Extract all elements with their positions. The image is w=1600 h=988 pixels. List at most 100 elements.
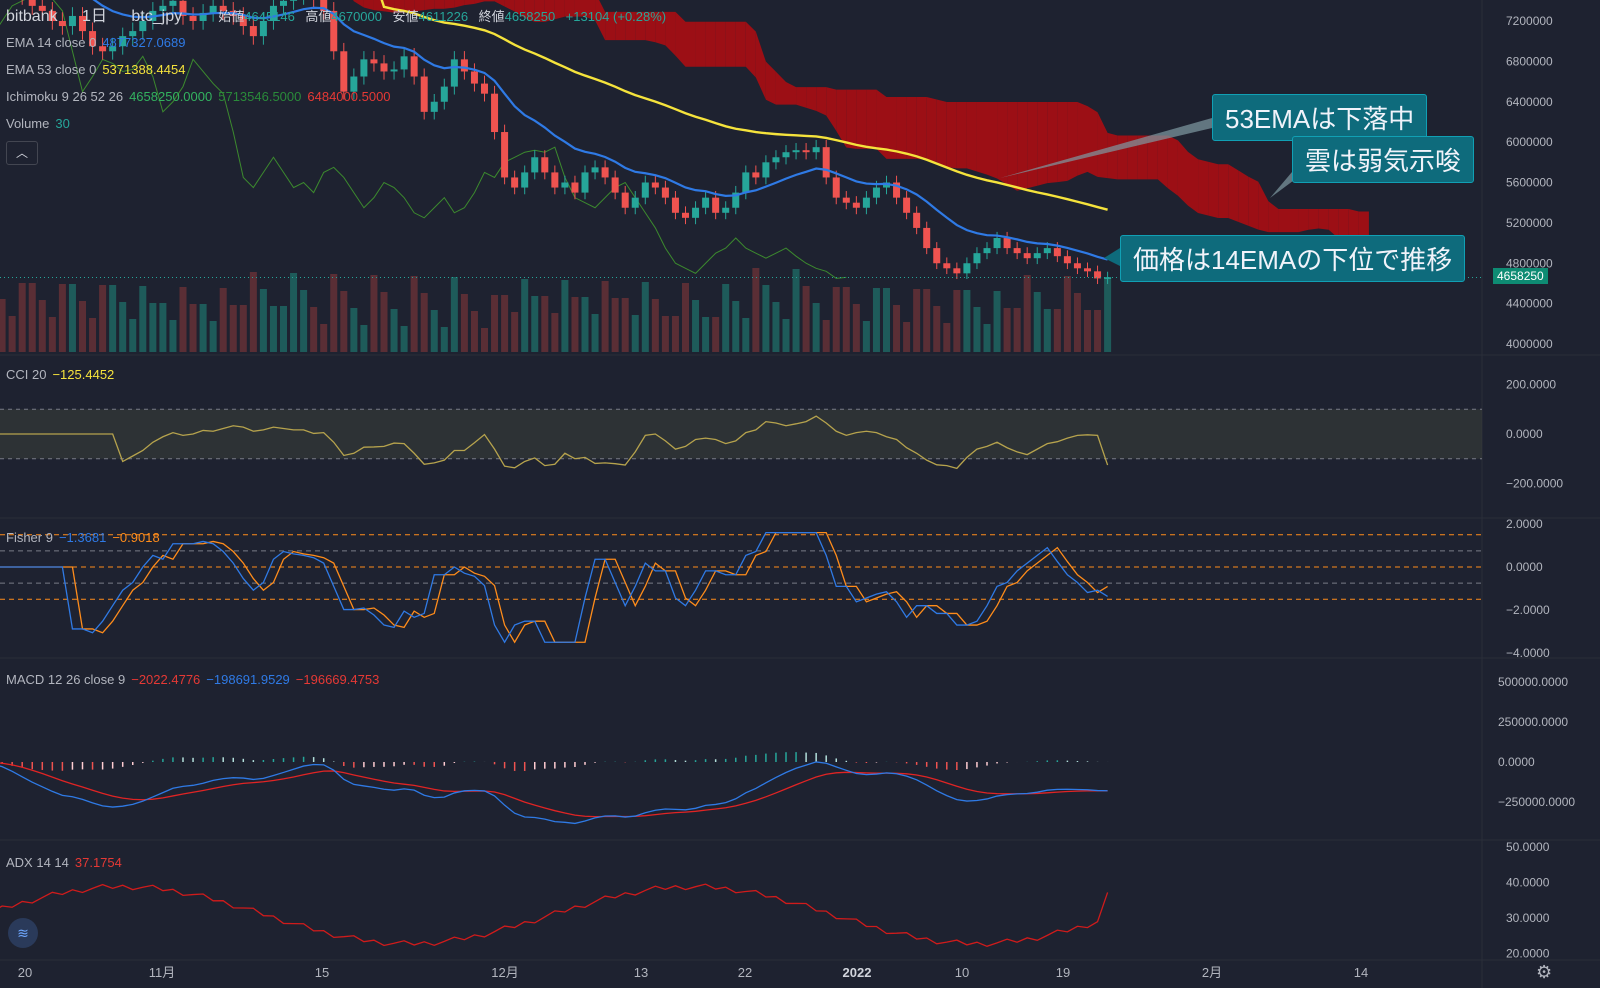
legend-macd-v2: −198691.9529 bbox=[206, 672, 290, 687]
candle-body bbox=[1023, 253, 1031, 259]
legend-cci[interactable]: CCI 20 −125.4452 bbox=[6, 367, 120, 382]
volume-bar bbox=[631, 315, 639, 352]
candle-body bbox=[1033, 253, 1041, 259]
ichimoku-cloud-segment bbox=[544, 0, 555, 22]
legend-volume-label: Volume bbox=[6, 116, 50, 131]
legend-fisher[interactable]: Fisher 9 −1.3681 −0.9018 bbox=[6, 530, 166, 545]
candle-body bbox=[802, 150, 810, 153]
callout-ema53: 53EMAは下落中 bbox=[1212, 94, 1428, 141]
volume-bar bbox=[872, 288, 880, 352]
macd-line bbox=[0, 761, 1108, 825]
ichimoku-cloud-segment bbox=[1278, 208, 1289, 233]
interval-label[interactable]: 1日 bbox=[82, 8, 107, 25]
candle-body bbox=[28, 0, 36, 6]
ichimoku-cloud-segment bbox=[1248, 176, 1259, 230]
ichimoku-cloud-segment bbox=[404, 0, 415, 13]
ichimoku-cloud-segment bbox=[1308, 208, 1319, 230]
candle-body bbox=[68, 15, 76, 27]
candle-body bbox=[219, 5, 227, 11]
ichimoku-cloud-segment bbox=[424, 0, 435, 11]
volume-bar bbox=[983, 324, 991, 352]
symbol-label[interactable]: btc_jpy bbox=[131, 8, 183, 25]
legend-ichimoku[interactable]: Ichimoku 9 26 52 26 4658250.0000 5713546.5… bbox=[6, 89, 397, 104]
ichimoku-cloud-segment bbox=[1047, 102, 1058, 184]
candle-body bbox=[521, 172, 529, 188]
candle-body bbox=[390, 69, 398, 72]
volume-bar bbox=[360, 325, 368, 352]
volume-bar bbox=[611, 298, 619, 352]
volume-bar bbox=[89, 318, 97, 352]
candle-body bbox=[370, 59, 378, 64]
candle-body bbox=[269, 5, 277, 21]
fisher-tick-label: 2.0000 bbox=[1506, 517, 1543, 531]
candle-body bbox=[410, 56, 418, 77]
candle-body bbox=[742, 172, 750, 193]
volume-bar bbox=[440, 327, 448, 352]
candle-body bbox=[722, 207, 730, 213]
ichimoku-cloud-segment bbox=[484, 0, 495, 2]
volume-bar bbox=[1003, 308, 1011, 352]
time-axis-label: 15 bbox=[315, 965, 329, 980]
candle-body bbox=[440, 86, 448, 102]
ichimoku-cloud-segment bbox=[826, 87, 837, 131]
ichimoku-cloud-segment bbox=[1157, 135, 1168, 189]
candle-body bbox=[903, 197, 911, 213]
candle-body bbox=[501, 132, 509, 178]
ohlc-close-value: 4658250 bbox=[504, 9, 556, 24]
legend-ema14[interactable]: EMA 14 close 0 4877327.0689 bbox=[6, 35, 191, 50]
ichimoku-cloud-segment bbox=[1107, 132, 1118, 180]
candle-body bbox=[953, 268, 961, 274]
legend-ichimoku-label: Ichimoku 9 26 52 26 bbox=[6, 89, 124, 104]
candle-body bbox=[491, 93, 499, 133]
volume-bar bbox=[310, 307, 318, 352]
ichimoku-cloud-segment bbox=[856, 89, 867, 149]
legend-ema53[interactable]: EMA 53 close 0 5371388.4454 bbox=[6, 62, 191, 77]
legend-macd[interactable]: MACD 12 26 close 9 −2022.4776 −198691.9529… bbox=[6, 672, 385, 687]
candle-body bbox=[862, 197, 870, 208]
volume-bar bbox=[139, 286, 147, 352]
legend-fisher-v1: −1.3681 bbox=[58, 530, 107, 545]
ichimoku-cloud-segment bbox=[685, 21, 696, 67]
legend-cci-label: CCI 20 bbox=[6, 367, 47, 382]
price-tick-label: 4400000 bbox=[1506, 297, 1553, 311]
time-axis-label: 14 bbox=[1354, 965, 1368, 980]
candle-body bbox=[1084, 268, 1091, 272]
candle-body bbox=[58, 21, 66, 27]
ichimoku-cloud-segment bbox=[1218, 164, 1229, 219]
settings-gear-icon[interactable]: ⚙ bbox=[1536, 962, 1553, 982]
ichimoku-cloud-segment bbox=[816, 87, 827, 116]
time-axis-label: 11月 bbox=[149, 965, 176, 980]
volume-bar bbox=[903, 322, 911, 352]
collapse-legend-button[interactable]: ︿ bbox=[6, 141, 38, 165]
volume-bar bbox=[350, 308, 358, 352]
fisher-line bbox=[0, 531, 1108, 644]
candle-body bbox=[460, 59, 468, 72]
legend-volume[interactable]: Volume 30 bbox=[6, 116, 76, 131]
volume-bar bbox=[601, 281, 609, 352]
ohlc-high-label: 高値 bbox=[305, 9, 332, 24]
volume-bar bbox=[581, 297, 589, 352]
ichimoku-cloud-segment bbox=[836, 89, 847, 148]
candle-body bbox=[792, 150, 800, 153]
legend-adx[interactable]: ADX 14 14 37.1754 bbox=[6, 855, 128, 870]
candle-body bbox=[702, 197, 710, 208]
tradingview-logo-icon[interactable]: ≋ bbox=[8, 918, 38, 948]
candle-body bbox=[380, 63, 388, 72]
candle-body bbox=[842, 197, 850, 203]
volume-bar bbox=[149, 303, 157, 352]
volume-bar bbox=[852, 304, 860, 352]
volume-bar bbox=[973, 307, 981, 352]
candle-body bbox=[541, 157, 549, 173]
candle-body bbox=[973, 253, 981, 264]
price-tick-label: 4800000 bbox=[1506, 256, 1553, 270]
candle-body bbox=[450, 59, 458, 87]
ichimoku-cloud-segment bbox=[705, 21, 716, 67]
ichimoku-cloud-segment bbox=[946, 102, 957, 169]
candle-body bbox=[943, 263, 951, 269]
legend-ema14-label: EMA 14 close 0 bbox=[6, 35, 97, 50]
ichimoku-cloud-segment bbox=[1298, 208, 1309, 233]
volume-bar bbox=[511, 312, 519, 352]
chevron-up-icon: ︿ bbox=[15, 146, 28, 160]
candle-body bbox=[852, 202, 860, 208]
candle-body bbox=[732, 192, 740, 208]
